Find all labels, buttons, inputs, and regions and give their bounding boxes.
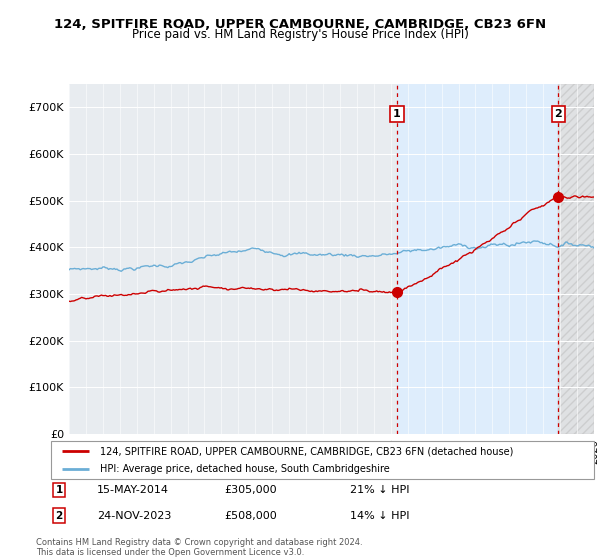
Text: HPI: Average price, detached house, South Cambridgeshire: HPI: Average price, detached house, Sout… bbox=[100, 464, 389, 474]
Text: £508,000: £508,000 bbox=[225, 511, 278, 521]
Text: 2: 2 bbox=[56, 511, 63, 521]
Text: 1: 1 bbox=[393, 109, 401, 119]
Text: 1: 1 bbox=[56, 485, 63, 495]
Text: 124, SPITFIRE ROAD, UPPER CAMBOURNE, CAMBRIDGE, CB23 6FN: 124, SPITFIRE ROAD, UPPER CAMBOURNE, CAM… bbox=[54, 18, 546, 31]
Text: 15-MAY-2014: 15-MAY-2014 bbox=[97, 485, 169, 495]
Text: 21% ↓ HPI: 21% ↓ HPI bbox=[350, 485, 409, 495]
Text: £305,000: £305,000 bbox=[225, 485, 277, 495]
Text: Contains HM Land Registry data © Crown copyright and database right 2024.
This d: Contains HM Land Registry data © Crown c… bbox=[36, 538, 362, 557]
Text: 24-NOV-2023: 24-NOV-2023 bbox=[97, 511, 172, 521]
Text: 124, SPITFIRE ROAD, UPPER CAMBOURNE, CAMBRIDGE, CB23 6FN (detached house): 124, SPITFIRE ROAD, UPPER CAMBOURNE, CAM… bbox=[100, 446, 513, 456]
Text: 2: 2 bbox=[554, 109, 562, 119]
FancyBboxPatch shape bbox=[51, 441, 594, 479]
Text: 14% ↓ HPI: 14% ↓ HPI bbox=[350, 511, 409, 521]
Text: Price paid vs. HM Land Registry's House Price Index (HPI): Price paid vs. HM Land Registry's House … bbox=[131, 28, 469, 41]
Bar bbox=[397, 84, 559, 434]
Bar bbox=[559, 84, 594, 434]
